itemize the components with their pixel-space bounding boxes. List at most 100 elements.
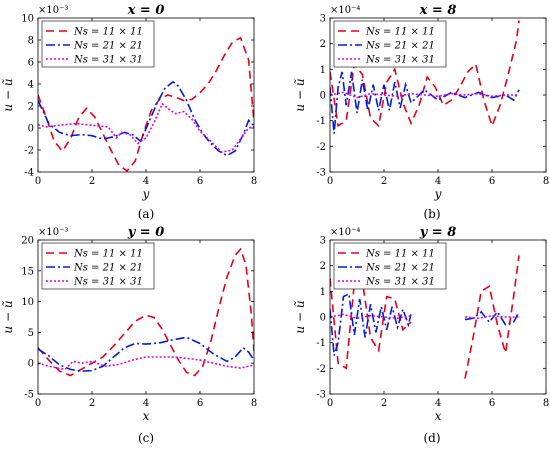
y-tick-label: 5 xyxy=(28,328,34,339)
x-tick-label: 6 xyxy=(197,176,203,187)
x-axis-label: y xyxy=(142,187,150,201)
legend-label: Ns = 31 × 31 xyxy=(73,277,143,288)
panel-a: 0 2 4 6 8 -4 -2 0 2 4 6 8 10 ×10⁻³ x = 0 y u − ũ (a) Ns = … xyxy=(1,3,257,221)
x-tick-label: 0 xyxy=(35,398,41,409)
legend: Ns = 11 × 11 Ns = 21 × 21 Ns = 31 × 31 xyxy=(333,242,447,290)
y-tick-label: -1 xyxy=(316,116,326,127)
axis-multiplier: ×10⁻³ xyxy=(38,5,68,16)
series-line-a-0 xyxy=(38,36,254,172)
panel-title: y = 0 xyxy=(127,225,165,240)
legend-label: Ns = 21 × 21 xyxy=(73,263,143,274)
x-tick-label: 8 xyxy=(543,398,549,409)
y-axis-label: u − ũ xyxy=(293,78,307,111)
series-line-a-1 xyxy=(38,80,254,157)
legend-label: Ns = 31 × 31 xyxy=(73,55,143,66)
axis-multiplier: ×10⁻⁴ xyxy=(330,227,360,238)
legend-box xyxy=(41,20,155,68)
y-tick-label: 10 xyxy=(21,14,34,25)
legend-label: Ns = 11 × 11 xyxy=(365,27,435,38)
legend-label: Ns = 11 × 11 xyxy=(73,249,143,260)
y-tick-label: 10 xyxy=(21,297,34,308)
series-line-d-2-seg0 xyxy=(330,313,412,320)
legend-label: Ns = 21 × 21 xyxy=(365,263,435,274)
x-tick-label: 2 xyxy=(89,176,95,187)
legend-label: Ns = 21 × 21 xyxy=(73,41,143,52)
y-axis-label: u − ũ xyxy=(1,300,15,333)
panel-title: y = 8 xyxy=(419,225,457,240)
y-tick-label: 20 xyxy=(21,236,34,247)
x-axis-label: x xyxy=(435,409,442,423)
y-tick-label: 1 xyxy=(320,65,326,76)
legend-label: Ns = 11 × 11 xyxy=(365,249,435,260)
y-tick-label: -2 xyxy=(316,364,326,375)
x-tick-label: 4 xyxy=(143,176,149,187)
x-axis-label: x xyxy=(143,409,150,423)
series-line-b-1 xyxy=(330,71,520,134)
series-line-c-0 xyxy=(38,247,254,377)
y-tick-label: 2 xyxy=(28,102,34,113)
legend-label: Ns = 11 × 11 xyxy=(73,27,143,38)
series-line-a-2 xyxy=(38,102,254,154)
y-tick-label: -3 xyxy=(316,390,326,401)
series-line-d-1-seg0 xyxy=(330,292,412,356)
y-tick-label: 8 xyxy=(28,36,34,47)
x-tick-label: 0 xyxy=(35,176,41,187)
series-line-b-2 xyxy=(330,91,519,99)
y-tick-label: 4 xyxy=(28,80,34,91)
y-axis-label: u − ũ xyxy=(1,78,15,111)
series-line-c-1 xyxy=(38,336,254,373)
x-tick-label: 2 xyxy=(381,398,387,409)
y-tick-label: 0 xyxy=(28,359,34,370)
series-line-c-2 xyxy=(38,356,254,371)
series-line-d-2-seg1 xyxy=(464,314,519,320)
axis-multiplier: ×10⁻³ xyxy=(38,227,68,238)
series-line-d-0-seg1 xyxy=(464,255,520,379)
legend-label: Ns = 31 × 31 xyxy=(365,277,435,288)
legend-box xyxy=(333,20,447,68)
y-tick-label: 2 xyxy=(320,39,326,50)
y-tick-label: -4 xyxy=(24,168,34,179)
panel-caption: (b) xyxy=(423,207,440,221)
y-tick-label: 3 xyxy=(320,14,326,25)
x-tick-label: 0 xyxy=(327,176,333,187)
y-tick-label: -3 xyxy=(316,168,326,179)
y-tick-label: -5 xyxy=(24,390,34,401)
series-line-d-1-seg1 xyxy=(464,310,520,326)
y-tick-label: 0 xyxy=(320,91,326,102)
panel-title: x = 0 xyxy=(127,3,165,18)
legend-box xyxy=(41,242,155,290)
legend: Ns = 11 × 11 Ns = 21 × 21 Ns = 31 × 31 xyxy=(41,20,155,68)
y-tick-label: 15 xyxy=(21,266,34,277)
y-tick-label: 0 xyxy=(320,313,326,324)
legend-label: Ns = 21 × 21 xyxy=(365,41,435,52)
x-tick-label: 4 xyxy=(143,398,149,409)
y-axis-label: u − ũ xyxy=(293,300,307,333)
legend-box xyxy=(333,242,447,290)
y-tick-label: 0 xyxy=(28,124,34,135)
x-tick-label: 4 xyxy=(435,398,441,409)
panel-b: 0 2 4 6 8 -3 -2 -1 0 1 2 3 ×10⁻⁴ x = 8 y u − ũ (b) Ns = 1… xyxy=(293,3,549,221)
series-line-b-0 xyxy=(330,20,520,129)
y-tick-label: 6 xyxy=(28,58,34,69)
panel-caption: (a) xyxy=(138,207,155,221)
y-tick-label: 2 xyxy=(320,261,326,272)
x-tick-label: 6 xyxy=(489,398,495,409)
legend-label: Ns = 31 × 31 xyxy=(365,55,435,66)
legend: Ns = 11 × 11 Ns = 21 × 21 Ns = 31 × 31 xyxy=(333,20,447,68)
panel-caption: (d) xyxy=(423,431,440,445)
y-tick-label: -1 xyxy=(316,338,326,349)
y-tick-label: 3 xyxy=(320,236,326,247)
x-tick-label: 6 xyxy=(489,176,495,187)
legend: Ns = 11 × 11 Ns = 21 × 21 Ns = 31 × 31 xyxy=(41,242,155,290)
x-tick-label: 8 xyxy=(251,176,257,187)
series-line-d-0-seg0 xyxy=(330,278,412,370)
panel-d: 0 2 4 6 8 -3 -2 -1 0 1 2 3 ×10⁻⁴ y = 8 x u − ũ (d) Ns = 1… xyxy=(293,225,549,445)
x-axis-label: y xyxy=(434,187,442,201)
x-tick-label: 4 xyxy=(435,176,441,187)
axis-multiplier: ×10⁻⁴ xyxy=(330,5,360,16)
panel-title: x = 8 xyxy=(419,3,457,18)
y-tick-label: -2 xyxy=(24,146,34,157)
x-tick-label: 2 xyxy=(381,176,387,187)
